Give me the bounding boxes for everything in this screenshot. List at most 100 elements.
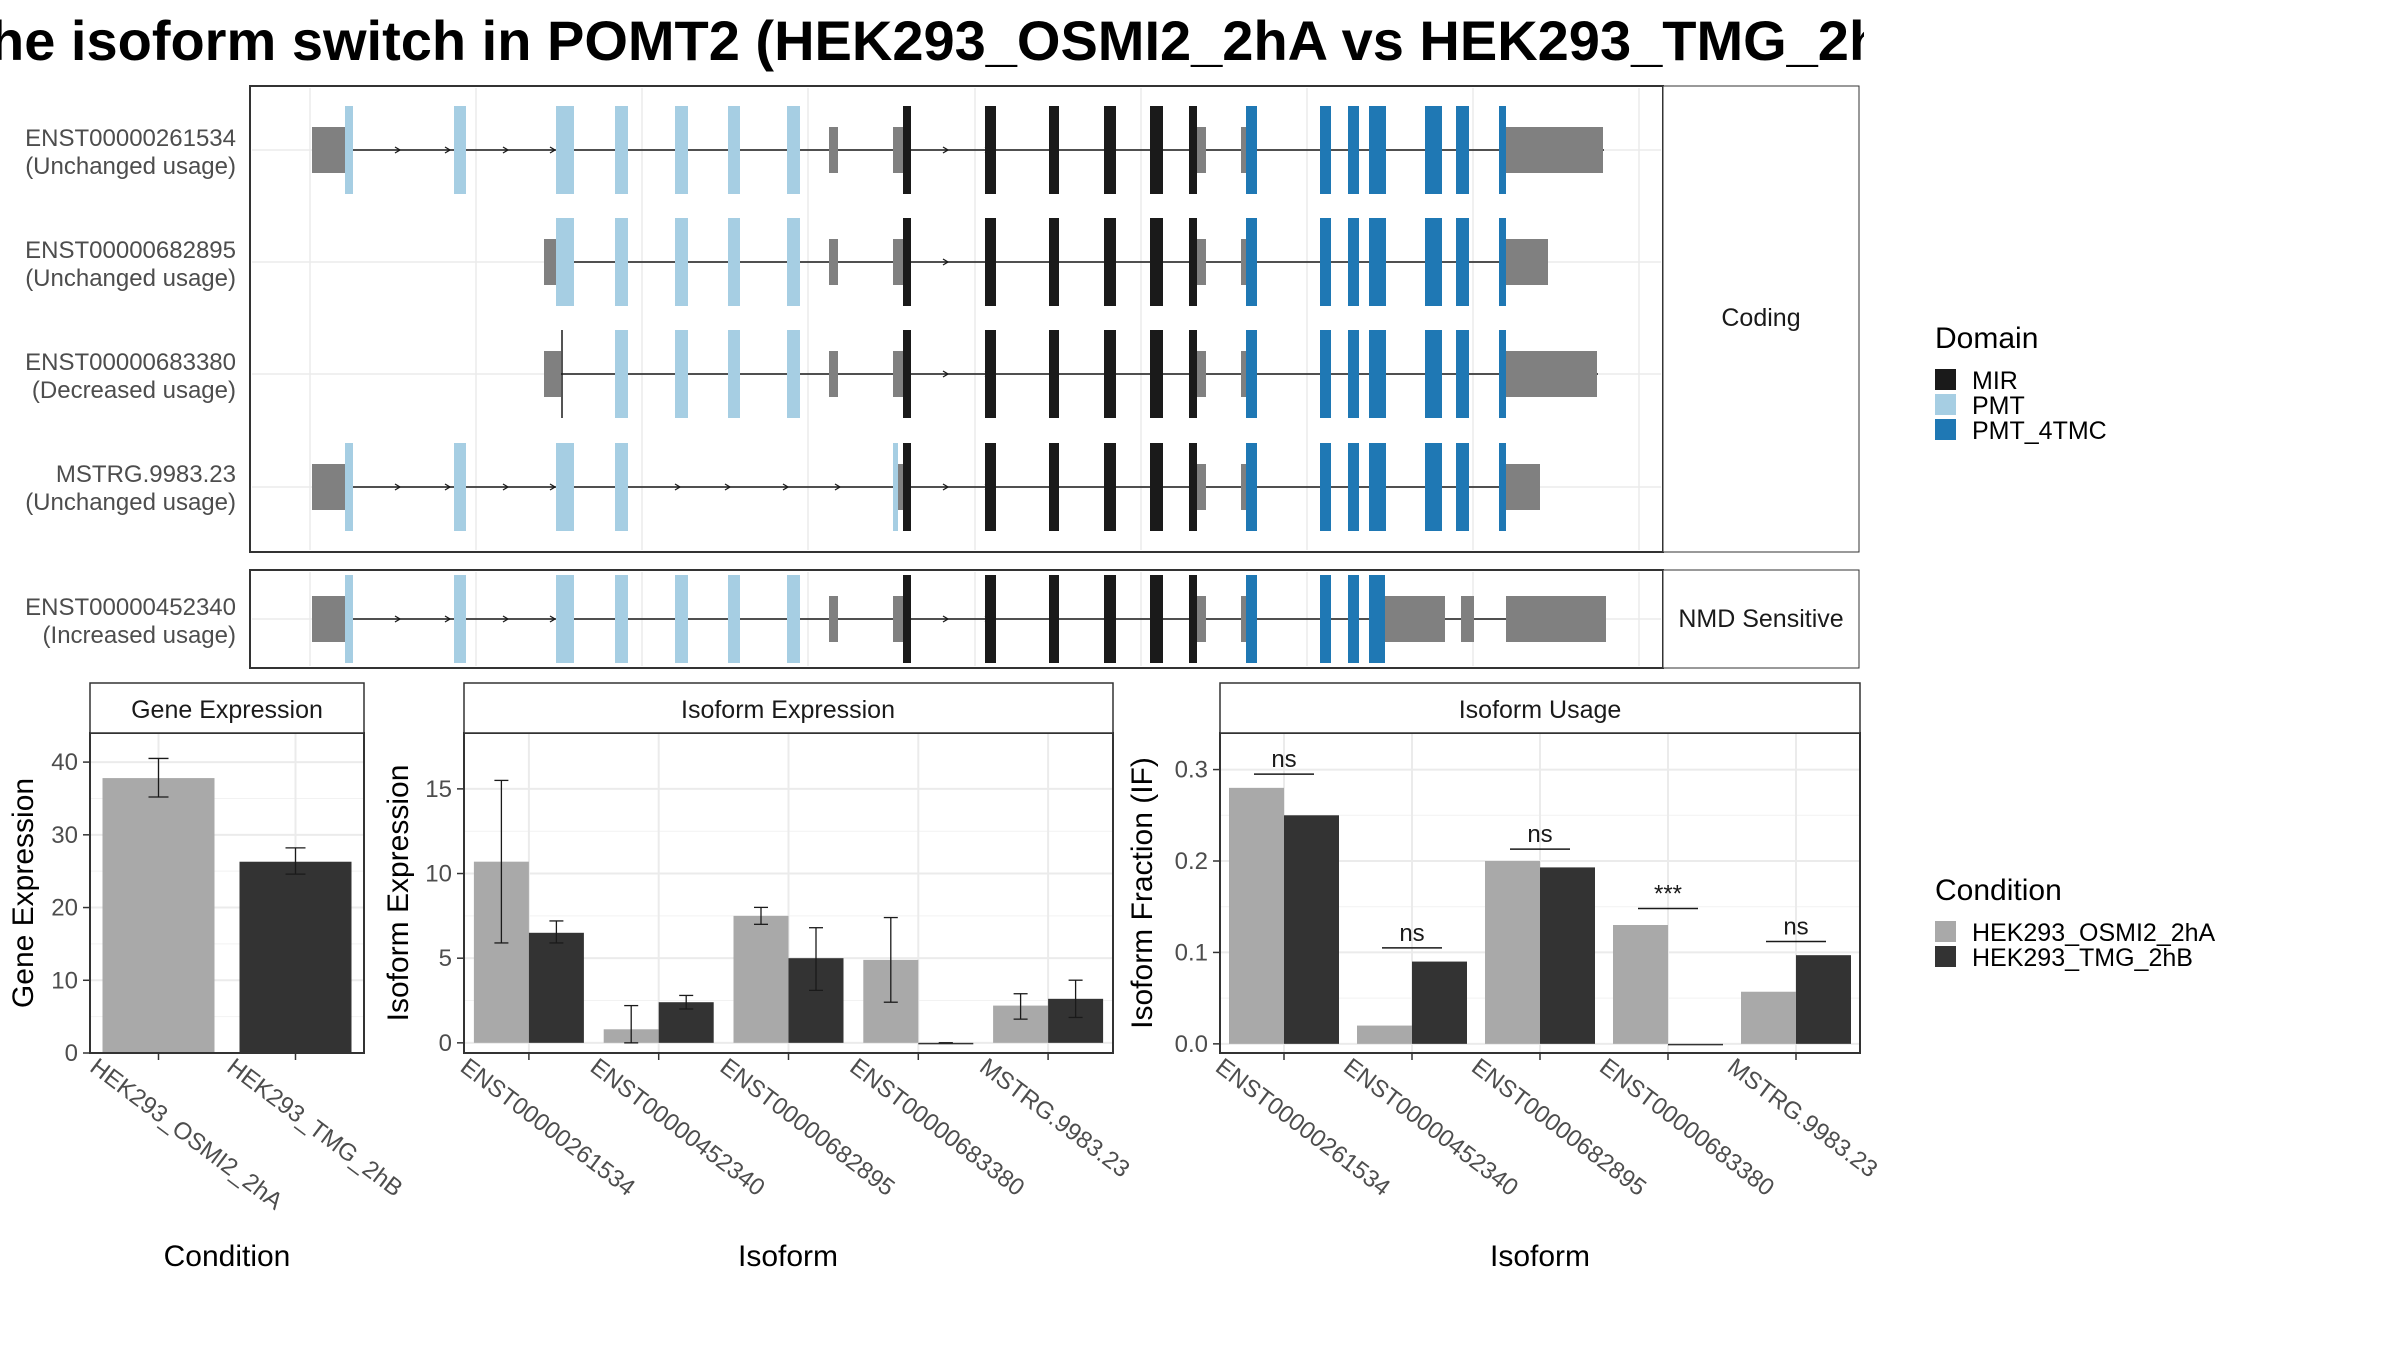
y-tick-label: 5 — [439, 945, 452, 972]
transcript-id-label: ENST00000683380 — [25, 349, 236, 376]
cds-exon — [1246, 575, 1257, 663]
utr-exon — [1197, 464, 1206, 510]
cds-exon — [1150, 575, 1163, 663]
cds-exon — [1049, 330, 1059, 418]
y-tick-label: 15 — [425, 776, 452, 803]
utr-exon — [829, 239, 838, 285]
bar — [1613, 925, 1668, 1044]
cds-exon — [1425, 330, 1442, 418]
cds-exon — [1189, 575, 1197, 663]
panel-strip — [463, 682, 1114, 734]
cds-exon — [1246, 443, 1257, 531]
cds-exon — [615, 330, 628, 418]
cds-exon — [985, 218, 996, 306]
cds-exon — [787, 218, 800, 306]
x-ticks: ENST00000261534ENST00000452340ENST000006… — [1210, 1053, 1882, 1202]
cds-exon — [1246, 330, 1257, 418]
y-ticks: 0 10 20 30 40 — [51, 749, 90, 1067]
cds-exon — [1369, 218, 1386, 306]
nmd-strip — [1662, 569, 1860, 669]
cds-exon — [1320, 106, 1331, 194]
strand-arrow — [942, 258, 950, 266]
cds-exon — [1150, 106, 1163, 194]
cds-exon — [556, 443, 574, 531]
utr-exon — [1461, 596, 1474, 642]
cds-exon — [454, 106, 466, 194]
cds-exon — [556, 575, 574, 663]
strand-arrow — [942, 615, 950, 623]
strand-arrow — [942, 370, 950, 378]
cds-exon — [454, 443, 466, 531]
cds-exon — [1150, 218, 1163, 306]
cds-exon — [1320, 330, 1331, 418]
transcript-usage-label: (Unchanged usage) — [25, 265, 236, 292]
cds-exon — [903, 330, 911, 418]
cds-exon — [985, 443, 996, 531]
error-bars — [494, 779, 1083, 1044]
cds-exon — [1246, 106, 1257, 194]
coding-strip — [1662, 85, 1860, 553]
cds-exon — [1189, 330, 1197, 418]
bar — [918, 1042, 974, 1045]
cds-exon — [1375, 575, 1385, 663]
utr-exon — [1241, 596, 1246, 642]
utr-exon — [1506, 596, 1606, 642]
y-axis-title: Isoform Expression — [382, 765, 415, 1022]
utr-exon — [330, 127, 345, 173]
panel-title: Gene Expression — [131, 696, 323, 724]
cds-exon — [728, 330, 740, 418]
condition-legend-title: Condition — [1935, 874, 2062, 907]
cds-exon — [1425, 106, 1442, 194]
cds-exon — [1150, 443, 1163, 531]
strand-arrow — [942, 146, 950, 154]
strand-arrow — [394, 146, 402, 154]
bar — [1229, 787, 1284, 1044]
transcript-id-label: MSTRG.9983.23 — [56, 461, 236, 488]
panel-strip — [1219, 682, 1861, 734]
utr-exon — [330, 464, 345, 510]
strand-arrow — [502, 615, 510, 623]
strand-arrow — [549, 615, 557, 623]
cds-exon — [1049, 443, 1059, 531]
transcript-structure-plot: Coding NMD Sensitive ENST00000261534 (Un… — [25, 85, 2107, 669]
strand-arrow — [782, 483, 790, 491]
bar — [1485, 861, 1540, 1044]
utr-exon — [1506, 239, 1516, 285]
y-tick-label: 40 — [51, 749, 78, 776]
utr-exon — [1506, 351, 1516, 397]
significance-label: ns — [1399, 920, 1424, 947]
strand-arrow — [674, 483, 682, 491]
cds-exon — [1499, 106, 1506, 194]
cds-exon — [1348, 106, 1359, 194]
cds-exon — [1499, 330, 1506, 418]
significance-label: ns — [1527, 821, 1552, 848]
strand-arrow — [549, 483, 557, 491]
cds-exon — [1456, 218, 1469, 306]
cds-exon — [1049, 106, 1059, 194]
strand-arrow — [834, 483, 842, 491]
panel-strip — [89, 682, 365, 734]
panel-title: Isoform Expression — [681, 696, 895, 724]
panel-title: Isoform Usage — [1459, 696, 1622, 724]
cds-exon — [1320, 443, 1331, 531]
utr-exon — [312, 464, 330, 510]
utr-exon — [312, 127, 330, 173]
significance-label: *** — [1654, 881, 1682, 908]
utr-exon — [1516, 239, 1548, 285]
cds-exon — [675, 106, 688, 194]
strand-arrow — [394, 483, 402, 491]
utr-exon — [893, 127, 903, 173]
cds-exon — [1369, 330, 1386, 418]
legend-swatch-pmt — [1935, 394, 1956, 415]
legend-label-pmt: PMT — [1972, 392, 2025, 420]
y-ticks: 0 5 10 15 — [425, 776, 464, 1057]
expression-plots: Gene Expression 0 10 20 30 40 HEK293_OSMI2_2… — [7, 682, 2216, 1273]
cds-exon — [1104, 575, 1116, 663]
coding-strip-label: Coding — [1721, 304, 1800, 332]
cds-exon — [1104, 443, 1116, 531]
transcript-tracks — [312, 106, 1606, 663]
bar — [1741, 991, 1796, 1044]
y-tick-label: 10 — [425, 861, 452, 888]
cds-exon — [1425, 218, 1442, 306]
